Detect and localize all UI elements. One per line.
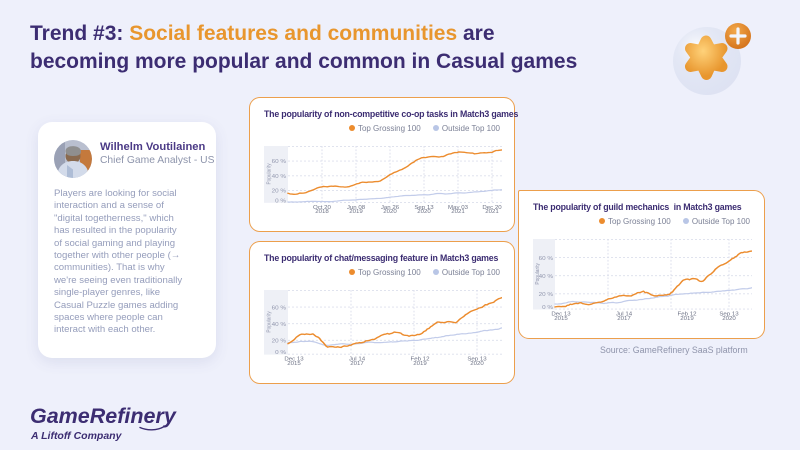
svg-text:2015: 2015	[554, 316, 568, 320]
svg-text:0 %: 0 %	[275, 199, 286, 204]
svg-text:Popularity: Popularity	[266, 311, 272, 333]
svg-text:2020: 2020	[383, 209, 397, 213]
svg-text:2019: 2019	[680, 316, 694, 320]
svg-text:2021: 2021	[485, 209, 499, 213]
svg-text:2017: 2017	[350, 361, 364, 365]
svg-text:60 %: 60 %	[272, 159, 286, 164]
svg-text:40 %: 40 %	[272, 174, 286, 179]
svg-text:GameRefinery: GameRefinery	[30, 404, 177, 428]
svg-text:Popularity: Popularity	[535, 263, 541, 285]
svg-text:2021: 2021	[451, 209, 465, 213]
svg-text:20 %: 20 %	[272, 189, 286, 194]
svg-text:60 %: 60 %	[539, 256, 554, 262]
svg-text:20 %: 20 %	[272, 339, 287, 345]
svg-text:0 %: 0 %	[275, 351, 287, 357]
svg-text:2020: 2020	[470, 361, 484, 365]
svg-text:2017: 2017	[617, 316, 631, 320]
svg-text:2020: 2020	[417, 209, 431, 213]
svg-text:2018: 2018	[315, 209, 329, 213]
svg-text:0 %: 0 %	[542, 305, 554, 311]
svg-text:40 %: 40 %	[272, 322, 287, 328]
svg-text:2019: 2019	[349, 209, 363, 213]
svg-text:60 %: 60 %	[272, 306, 287, 312]
svg-text:20 %: 20 %	[539, 292, 554, 298]
svg-text:2020: 2020	[722, 316, 736, 320]
svg-text:2019: 2019	[413, 361, 427, 365]
svg-text:Popularity: Popularity	[266, 163, 272, 184]
svg-text:2015: 2015	[287, 361, 301, 365]
